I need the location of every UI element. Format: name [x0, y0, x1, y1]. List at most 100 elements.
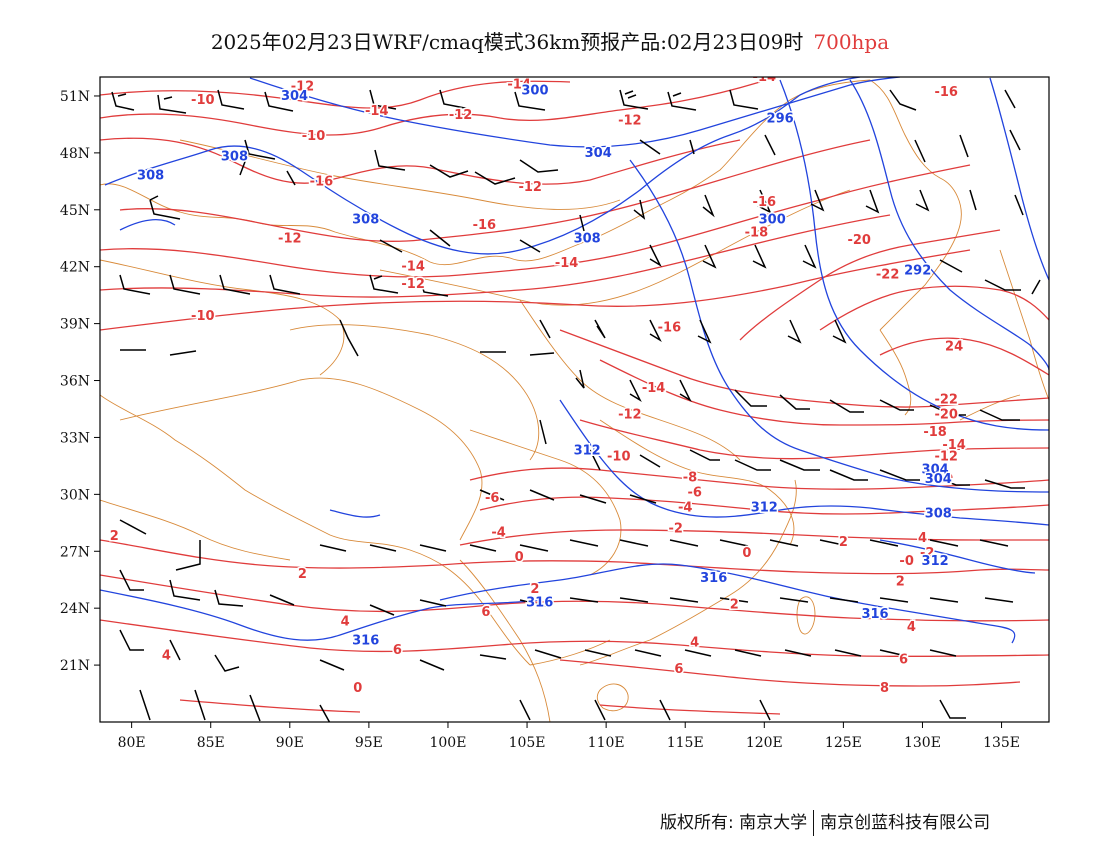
wind-barb — [684, 649, 712, 657]
lat-tick-label: 27N — [60, 544, 90, 560]
wind-barb — [639, 139, 661, 155]
wind-barb — [319, 704, 331, 722]
wind-barb — [429, 229, 451, 247]
isotherm-label: 2 — [298, 567, 307, 582]
isotherm-label: -20 — [934, 408, 958, 423]
isotherm-label: -10 — [191, 93, 215, 108]
lon-tick-label: 80E — [118, 735, 146, 751]
height-label: 308 — [925, 506, 952, 521]
wind-barb — [569, 539, 599, 547]
wind-barb — [734, 649, 762, 657]
isotherm-label: 24 — [945, 339, 963, 354]
wind-barb — [689, 139, 695, 155]
wind-barb — [734, 459, 771, 471]
height-label: 316 — [700, 571, 727, 586]
isotherm-label: 2 — [730, 597, 739, 612]
isotherm-label: 4 — [341, 614, 350, 629]
wind-barb — [119, 629, 144, 651]
wind-barb — [779, 394, 810, 410]
isotherm — [100, 574, 1049, 622]
wind-barb — [649, 319, 662, 342]
height-contour — [559, 399, 1049, 526]
height-contour — [104, 77, 861, 255]
wind-barb — [214, 654, 240, 672]
wind-barb — [979, 539, 1009, 547]
wind-barb — [264, 91, 294, 112]
height-contour — [779, 79, 1049, 431]
wind-barb — [1009, 129, 1021, 151]
wind-barb — [1031, 279, 1041, 295]
copyright-divider — [813, 810, 815, 836]
lat-tick-label: 21N — [60, 658, 90, 674]
isotherm — [100, 539, 1049, 575]
isotherm-label: -16 — [310, 174, 334, 189]
wind-barb — [832, 319, 847, 344]
lat-tick-label: 30N — [60, 487, 90, 503]
height-label: 308 — [137, 169, 164, 184]
inner-mongolia-outline — [379, 189, 851, 306]
height-contour — [100, 589, 541, 641]
isotherm-label: -8 — [683, 470, 697, 485]
isotherm-label: -16 — [934, 85, 958, 100]
isotherm — [469, 467, 1049, 490]
copyright-left: 版权所有: 南京大学 — [660, 813, 808, 833]
wind-barb — [939, 259, 963, 273]
wind-barb — [939, 699, 966, 719]
wind-barb — [929, 597, 959, 603]
wind-barb — [479, 489, 505, 501]
wind-barb — [589, 449, 601, 471]
wind-barb — [669, 597, 699, 603]
wind-barb — [697, 319, 712, 344]
title-text: 2025年02月23日WRF/cmaq模式36km预报产品:02月23日09时 — [210, 30, 804, 54]
height-contour — [989, 77, 1049, 281]
latitude-axis: 51N 48N 45N 42N 39N 36N 33N 30N 27N 24N 21N — [60, 89, 100, 674]
isotherm — [599, 359, 1049, 426]
pressure-level: 700hpa — [813, 30, 890, 54]
wind-barb — [764, 134, 776, 156]
wind-barb — [659, 699, 671, 721]
wind-barb — [569, 597, 599, 603]
isotherm — [100, 214, 891, 298]
height-contour — [439, 563, 1016, 644]
isotherm-label: -14 — [507, 78, 531, 93]
wind-barb — [469, 544, 497, 552]
lat-tick-label: 42N — [60, 260, 90, 276]
wind-barb — [139, 689, 151, 721]
wind-barb — [194, 689, 206, 721]
wind-barb — [519, 544, 549, 552]
height-label: 296 — [767, 112, 794, 127]
wind-barb — [869, 539, 899, 547]
wind-barb — [519, 239, 541, 253]
lon-tick-label: 95E — [355, 735, 383, 751]
wind-barb — [802, 244, 817, 269]
isotherm-labels: -10-12-14-14-12 -12-14-16-10-16 -12-12-16-… — [108, 70, 967, 697]
wind-barb — [419, 599, 447, 607]
wind-barb — [702, 244, 717, 269]
isotherm-label: 0 — [515, 550, 524, 565]
sichuan-outline — [469, 429, 622, 576]
lon-tick-label: 100E — [429, 735, 466, 751]
height-label: 308 — [221, 150, 248, 165]
isotherm — [100, 80, 571, 109]
wind-barb — [111, 91, 135, 111]
isotherm-label: -4 — [678, 501, 692, 516]
wind-barb — [539, 419, 547, 445]
copyright-right: 南京创蓝科技有限公司 — [820, 813, 991, 833]
wind-barb — [429, 164, 469, 178]
lon-tick-label: 105E — [509, 735, 546, 751]
isotherm-label: 6 — [674, 662, 683, 677]
wind-barb — [702, 194, 715, 218]
height-label: 312 — [751, 501, 778, 516]
wind-barb — [649, 244, 662, 267]
height-contour — [629, 159, 1049, 493]
height-label: 304 — [281, 89, 308, 104]
isotherm-label: -6 — [485, 491, 499, 506]
wind-barb — [479, 654, 507, 660]
wind-barb — [865, 189, 880, 214]
isotherm-label: -4 — [491, 525, 505, 540]
isotherm — [100, 81, 761, 136]
isotherm-label: -10 — [607, 449, 631, 464]
isotherm-label: 4 — [690, 635, 699, 650]
isotherm — [459, 529, 1049, 546]
isotherm-label: -14 — [753, 70, 777, 85]
